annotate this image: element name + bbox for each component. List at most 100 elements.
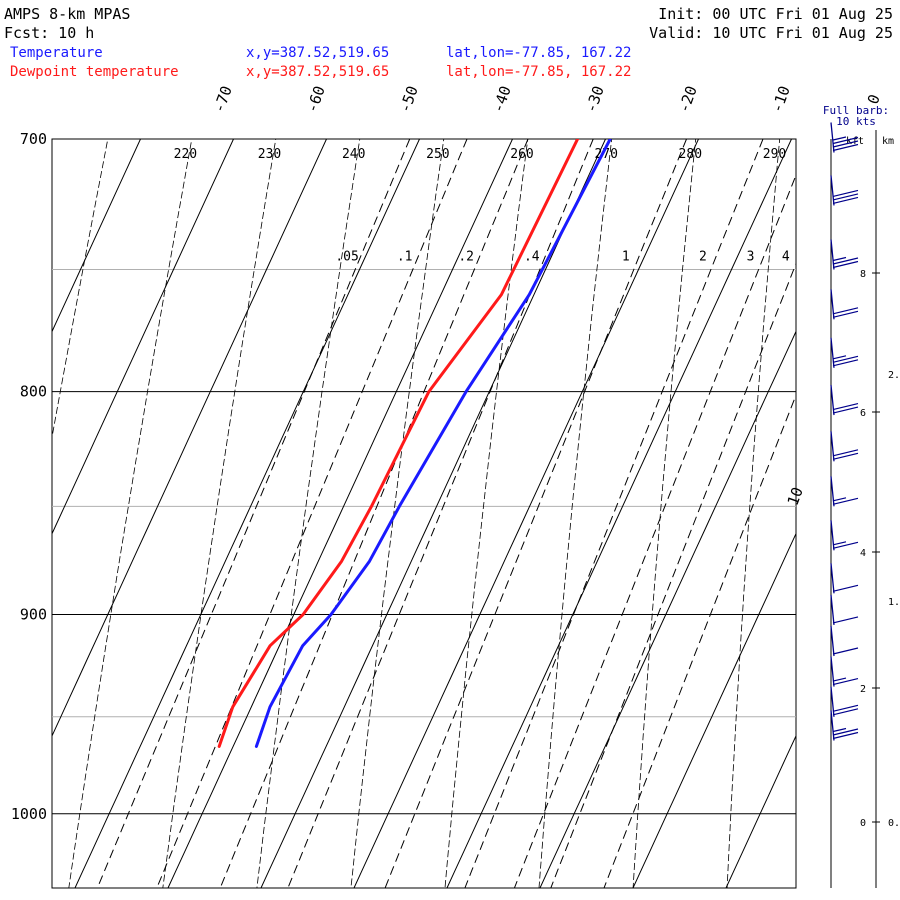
wind-barb-flag bbox=[832, 196, 859, 204]
dry-adiabat-label: 290 bbox=[763, 147, 786, 162]
wind-barb bbox=[830, 476, 859, 507]
mixing-ratio-line bbox=[219, 139, 529, 888]
wind-barb bbox=[830, 594, 859, 625]
model-title: AMPS 8-km MPAS bbox=[4, 5, 130, 23]
dry-adiabat-label: 260 bbox=[510, 147, 533, 162]
wind-barb-flag bbox=[832, 704, 859, 712]
wind-barb bbox=[830, 385, 859, 416]
wind-barb-staff bbox=[830, 239, 835, 270]
wind-barb-staff bbox=[830, 563, 835, 594]
wind-barb-half bbox=[832, 256, 847, 262]
wind-barb-flag bbox=[832, 449, 859, 457]
mixing-ratio-label: 2 bbox=[699, 250, 707, 265]
pressure-label: 800 bbox=[20, 383, 47, 401]
wind-barb-flag bbox=[832, 143, 859, 152]
pressure-label: 900 bbox=[20, 606, 47, 624]
isotherm bbox=[52, 139, 327, 738]
legend-dewpoint-latlon: lat,lon=-77.85, 167.22 bbox=[446, 64, 631, 80]
km-label: km bbox=[882, 136, 894, 147]
dry-adiabat bbox=[538, 139, 613, 888]
wind-barb-flag bbox=[832, 728, 859, 736]
mixing-ratio-label: 3 bbox=[747, 250, 755, 265]
mixing-ratio-line bbox=[156, 139, 468, 888]
wind-barb bbox=[830, 289, 859, 320]
full-barb-speed: 10 kts bbox=[836, 115, 876, 128]
isotherm-label: 10 bbox=[784, 485, 807, 508]
dry-adiabat-label: 250 bbox=[426, 147, 449, 162]
dry-adiabat bbox=[444, 139, 529, 888]
pressure-label: 1000 bbox=[11, 805, 47, 823]
isotherm-label: -50 bbox=[396, 83, 422, 115]
isotherm-label: -10 bbox=[768, 83, 794, 115]
pressure-label: 700 bbox=[20, 130, 47, 148]
km-tick-label: 0. bbox=[888, 818, 900, 829]
isotherm bbox=[353, 139, 699, 888]
legend-dewpoint-label: Dewpoint temperature bbox=[10, 64, 179, 80]
wind-barb bbox=[830, 710, 859, 741]
isotherm-label: -20 bbox=[675, 83, 701, 115]
isotherm bbox=[74, 139, 420, 888]
wind-barb-flag bbox=[832, 257, 859, 265]
isotherm bbox=[52, 139, 141, 333]
wind-barb-staff bbox=[830, 289, 835, 320]
mixing-ratio-label: .1 bbox=[397, 250, 413, 265]
kft-tick-label: 0 bbox=[860, 818, 866, 829]
legend-dewpoint-xy: x,y=387.52,519.65 bbox=[246, 64, 389, 80]
wind-barb-staff bbox=[830, 710, 835, 741]
wind-barb bbox=[830, 122, 859, 153]
wind-barb-flag bbox=[832, 647, 859, 655]
dry-adiabat-label: 280 bbox=[679, 147, 702, 162]
pressure-labels: 700 800 900 1000 bbox=[11, 130, 47, 823]
isotherm bbox=[725, 734, 796, 888]
wind-barb-half bbox=[832, 727, 847, 733]
wind-barb-flag bbox=[832, 307, 859, 315]
wind-barb-staff bbox=[830, 337, 835, 368]
wind-barb-staff bbox=[830, 385, 835, 416]
wind-barb-flag bbox=[832, 260, 859, 269]
wind-barb bbox=[830, 656, 859, 687]
wind-barb-flag bbox=[832, 310, 859, 318]
mixing-ratio-label: .4 bbox=[524, 250, 540, 265]
mixing-ratio-line bbox=[603, 393, 796, 888]
mixing-ratio-label: 1 bbox=[622, 250, 630, 265]
dry-adiabat bbox=[256, 139, 361, 888]
mixing-ratio-line bbox=[384, 139, 687, 888]
legend-temperature-xy: x,y=387.52,519.65 bbox=[246, 45, 389, 61]
mixing-ratio-line bbox=[287, 139, 594, 888]
wind-barb-staff bbox=[830, 594, 835, 625]
isotherm bbox=[632, 532, 796, 888]
wind-barb-flag bbox=[832, 193, 859, 201]
wind-barb-flag bbox=[832, 406, 859, 414]
wind-barb-flag bbox=[832, 541, 859, 549]
wind-barb bbox=[830, 431, 859, 462]
kft-tick-label: 6 bbox=[860, 408, 866, 419]
mixing-ratio-label: .05 bbox=[335, 250, 358, 265]
wind-barb-staff bbox=[830, 175, 835, 206]
wind-barb-flag bbox=[832, 678, 859, 686]
full-barb-note: Full barb: bbox=[823, 104, 889, 117]
isotherm-label: -30 bbox=[582, 83, 608, 115]
dry-adiabat-label: 300 bbox=[847, 147, 870, 162]
wind-barb-flag bbox=[832, 731, 859, 740]
wind-barb-flag bbox=[832, 140, 859, 148]
height-ticks: 0 2 4 6 8 0. 1. 2. bbox=[860, 269, 900, 829]
wind-barbs bbox=[830, 122, 859, 741]
wind-barb-half bbox=[832, 677, 847, 682]
wind-barb bbox=[830, 337, 859, 368]
isotherm-label: -70 bbox=[210, 83, 236, 115]
valid-time: Valid: 10 UTC Fri 01 Aug 25 bbox=[649, 24, 893, 42]
wind-barb bbox=[830, 625, 859, 657]
wind-barb-flag bbox=[832, 136, 859, 145]
wind-barb bbox=[830, 520, 859, 551]
isotherm bbox=[446, 139, 792, 888]
km-tick-label: 2. bbox=[888, 370, 900, 381]
isotherm bbox=[167, 139, 513, 888]
isotherm-label: -60 bbox=[303, 83, 329, 115]
dry-adiabat-label: 240 bbox=[342, 147, 365, 162]
wind-barb-flag bbox=[832, 189, 859, 197]
legend-temperature-label: Temperature bbox=[10, 45, 103, 61]
dry-adiabat bbox=[632, 139, 697, 888]
